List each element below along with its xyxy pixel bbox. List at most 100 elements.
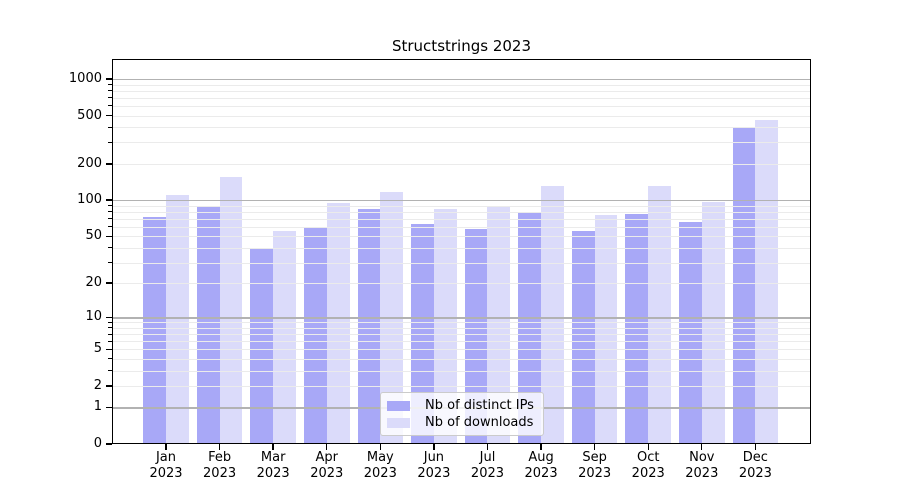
legend-entry-downloads: Nb of downloads (387, 414, 535, 430)
legend: Nb of distinct IPs Nb of downloads (380, 392, 544, 436)
bar-downloads-sep (594, 215, 618, 444)
y-minor-tick-mark (108, 163, 112, 165)
bar-distinct-ips-nov (679, 221, 702, 444)
legend-label-distinct-ips: Nb of distinct IPs (425, 397, 534, 413)
legend-label-downloads: Nb of downloads (425, 414, 534, 430)
x-tick-label-apr: Apr 2023 (310, 450, 344, 481)
x-tick-label-sep: Sep 2023 (578, 450, 612, 481)
legend-swatch-distinct-ips-icon (387, 400, 410, 411)
y-minor-tick-mark (108, 226, 112, 228)
bar-distinct-ips-feb (196, 205, 220, 444)
minor-gridline (112, 142, 811, 144)
x-tick-mark (272, 444, 274, 450)
y-tick-label: 100 (77, 192, 102, 208)
y-tick-label: 200 (77, 155, 102, 171)
y-tick-mark (105, 199, 112, 201)
minor-gridline (112, 127, 811, 129)
bar-downloads-oct (648, 186, 672, 444)
minor-gridline (112, 115, 811, 117)
x-tick-label-feb: Feb 2023 (203, 450, 237, 481)
x-tick-mark (433, 444, 435, 450)
y-minor-tick-mark (108, 218, 112, 220)
minor-gridline (112, 97, 811, 99)
x-tick-mark (486, 444, 489, 450)
bar-distinct-ips-mar (250, 247, 274, 444)
x-tick-mark (593, 444, 596, 450)
bar-downloads-dec (755, 119, 779, 444)
x-tick-label-dec: Dec 2023 (738, 450, 772, 481)
x-tick-mark (647, 444, 649, 450)
x-tick-mark (754, 444, 757, 450)
bar-distinct-ips-may (357, 209, 381, 444)
x-tick-mark (165, 444, 167, 450)
y-minor-tick-mark (108, 235, 112, 237)
y-tick-label: 1 (93, 399, 102, 415)
bar-distinct-ips-jul (464, 228, 488, 444)
bar-downloads-feb (219, 177, 243, 444)
y-minor-tick-mark (108, 370, 112, 372)
bar-distinct-ips-apr (303, 227, 327, 444)
y-minor-tick-mark (108, 97, 112, 99)
y-minor-tick-mark (108, 105, 112, 107)
y-minor-tick-mark (108, 321, 112, 323)
y-tick-label: 0 (93, 436, 102, 451)
y-minor-tick-mark (108, 348, 112, 350)
y-minor-tick-mark (108, 262, 112, 264)
y-tick-mark (105, 78, 112, 80)
x-tick-mark (379, 444, 381, 450)
chart-title: Structstrings 2023 (391, 37, 532, 55)
bar-downloads-apr (326, 202, 350, 444)
minor-gridline (112, 90, 811, 92)
minor-gridline (112, 163, 811, 165)
legend-swatch-downloads-icon (387, 417, 410, 428)
x-tick-mark (218, 444, 221, 450)
major-gridline (112, 200, 811, 202)
bar-downloads-jul (487, 207, 511, 444)
y-tick-label: 2 (93, 377, 102, 393)
y-tick-label: 20 (85, 275, 102, 291)
x-tick-label-oct: Oct 2023 (631, 450, 665, 481)
major-gridline (112, 78, 811, 81)
bar-distinct-ips-oct (625, 213, 649, 444)
y-tick-mark (105, 406, 112, 409)
y-minor-tick-mark (108, 211, 112, 213)
y-minor-tick-mark (108, 333, 112, 335)
bar-downloads-jun (433, 208, 457, 444)
bar-downloads-jan (166, 194, 189, 444)
bar-downloads-mar (273, 231, 296, 444)
bar-downloads-nov (701, 202, 725, 444)
x-tick-label-aug: Aug 2023 (524, 450, 558, 481)
y-minor-tick-mark (108, 115, 112, 117)
y-minor-tick-mark (108, 327, 112, 329)
y-tick-label: 10 (85, 309, 102, 325)
legend-entry-distinct-ips: Nb of distinct IPs (387, 397, 535, 413)
bar-distinct-ips-sep (571, 231, 595, 444)
minor-gridline (112, 105, 811, 107)
y-minor-tick-mark (108, 282, 112, 284)
bar-distinct-ips-dec (732, 126, 756, 444)
x-tick-label-jun: Jun 2023 (417, 450, 451, 481)
y-tick-mark (105, 316, 112, 318)
y-minor-tick-mark (108, 90, 112, 92)
y-minor-tick-mark (108, 126, 112, 128)
y-minor-tick-mark (108, 247, 112, 249)
x-tick-mark (540, 444, 542, 450)
y-minor-tick-mark (108, 358, 112, 360)
x-tick-label-mar: Mar 2023 (256, 450, 290, 481)
y-minor-tick-mark (108, 141, 112, 143)
y-tick-label: 500 (77, 107, 102, 123)
x-tick-label-jul: Jul 2023 (470, 450, 505, 481)
y-minor-tick-mark (108, 340, 112, 342)
y-minor-tick-mark (108, 385, 112, 387)
y-tick-label: 5 (93, 341, 102, 357)
y-minor-tick-mark (108, 205, 112, 207)
bar-downloads-aug (541, 186, 564, 444)
y-tick-mark (105, 443, 112, 445)
x-tick-label-nov: Nov 2023 (685, 450, 719, 481)
y-tick-label: 1000 (68, 70, 102, 86)
x-tick-label-may: May 2023 (363, 450, 397, 481)
x-tick-label-jan: Jan 2023 (149, 450, 183, 481)
x-tick-mark (326, 444, 328, 450)
y-tick-label: 50 (85, 228, 102, 244)
